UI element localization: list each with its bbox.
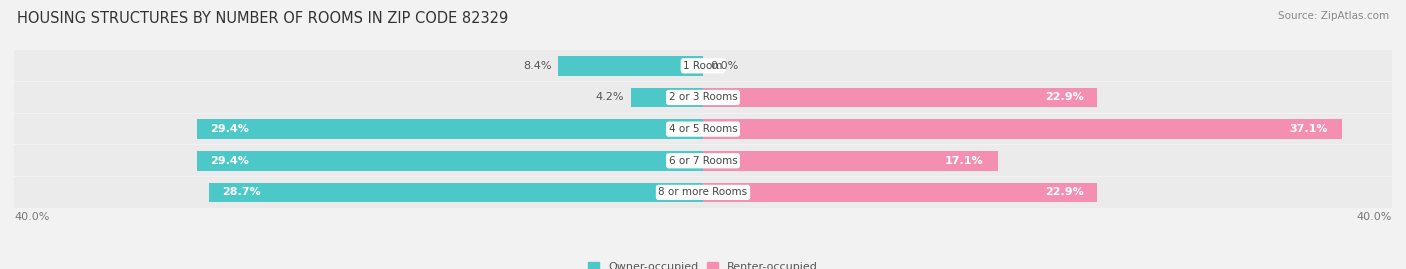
Bar xyxy=(703,119,1341,139)
Bar xyxy=(703,183,1098,202)
Text: 8.4%: 8.4% xyxy=(523,61,551,71)
Text: 0.0%: 0.0% xyxy=(710,61,738,71)
Bar xyxy=(703,88,1098,107)
Text: 22.9%: 22.9% xyxy=(1045,187,1084,197)
Bar xyxy=(14,177,1392,208)
Text: 29.4%: 29.4% xyxy=(211,156,249,166)
Text: 8 or more Rooms: 8 or more Rooms xyxy=(658,187,748,197)
Text: 40.0%: 40.0% xyxy=(1357,212,1392,222)
Bar xyxy=(631,88,703,107)
Bar xyxy=(197,151,703,171)
Bar xyxy=(14,51,1392,81)
Text: 29.4%: 29.4% xyxy=(211,124,249,134)
Bar xyxy=(14,146,1392,176)
Text: 6 or 7 Rooms: 6 or 7 Rooms xyxy=(669,156,737,166)
Bar xyxy=(14,82,1392,113)
Bar xyxy=(558,56,703,76)
Text: 40.0%: 40.0% xyxy=(14,212,49,222)
Bar xyxy=(197,119,703,139)
Bar xyxy=(14,114,1392,144)
Text: 1 Room: 1 Room xyxy=(683,61,723,71)
Text: 37.1%: 37.1% xyxy=(1289,124,1329,134)
Text: 2 or 3 Rooms: 2 or 3 Rooms xyxy=(669,93,737,102)
Text: 28.7%: 28.7% xyxy=(222,187,262,197)
Text: Source: ZipAtlas.com: Source: ZipAtlas.com xyxy=(1278,11,1389,21)
Text: 4.2%: 4.2% xyxy=(595,93,624,102)
Text: 17.1%: 17.1% xyxy=(945,156,984,166)
Text: HOUSING STRUCTURES BY NUMBER OF ROOMS IN ZIP CODE 82329: HOUSING STRUCTURES BY NUMBER OF ROOMS IN… xyxy=(17,11,508,26)
Text: 4 or 5 Rooms: 4 or 5 Rooms xyxy=(669,124,737,134)
Bar xyxy=(703,151,997,171)
Text: 22.9%: 22.9% xyxy=(1045,93,1084,102)
Legend: Owner-occupied, Renter-occupied: Owner-occupied, Renter-occupied xyxy=(583,258,823,269)
Bar xyxy=(208,183,703,202)
